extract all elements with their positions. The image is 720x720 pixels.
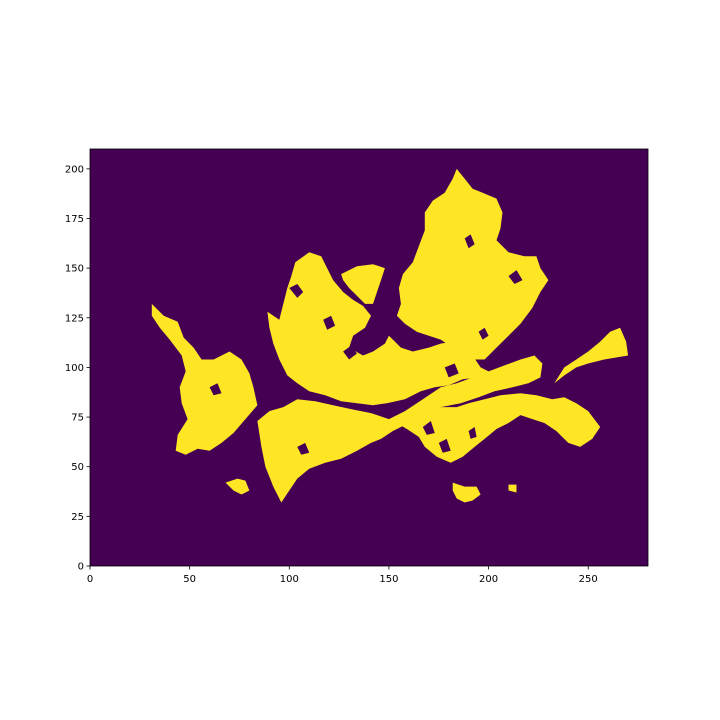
mask-region	[508, 484, 517, 493]
mask-region	[225, 478, 250, 495]
mask-hole	[297, 442, 310, 455]
mask-region	[257, 355, 543, 503]
mask-hole	[343, 345, 357, 360]
x-tick-label: 250	[579, 574, 598, 585]
plot-frame	[89, 148, 649, 567]
mask-hole	[438, 438, 451, 453]
y-tick-label: 125	[65, 313, 84, 324]
hole-layer	[209, 234, 523, 455]
mask-region	[452, 482, 481, 503]
mask-region	[341, 264, 385, 304]
y-tick-label: 100	[65, 363, 84, 374]
x-tick-label: 200	[479, 574, 498, 585]
mask-hole	[444, 363, 459, 378]
mask-region	[554, 327, 629, 384]
y-tick-label: 150	[65, 264, 84, 275]
mask-region	[267, 252, 489, 406]
mask-hole	[464, 234, 475, 249]
x-tick-label: 100	[280, 574, 299, 585]
mask-hole	[422, 421, 435, 435]
mask-hole	[209, 383, 222, 396]
x-tick-label: 0	[87, 574, 93, 585]
y-tick-label: 0	[78, 562, 84, 573]
mask-hole	[478, 327, 489, 340]
mask-hole	[468, 427, 477, 439]
x-axis: 0 50 100 150 200 250	[87, 566, 598, 585]
mask-region	[151, 303, 258, 455]
mask-hole	[289, 284, 304, 298]
y-axis: 0 25 50 75 100 125 150 175 200	[65, 164, 90, 573]
y-tick-label: 175	[65, 214, 84, 225]
y-tick-label: 25	[71, 512, 84, 523]
mask-region	[396, 168, 549, 360]
y-tick-label: 75	[71, 413, 84, 424]
y-tick-label: 50	[71, 462, 84, 473]
x-tick-label: 150	[379, 574, 398, 585]
mask-hole	[323, 315, 336, 330]
y-tick-label: 200	[65, 164, 84, 175]
mask-hole	[508, 270, 523, 284]
x-tick-label: 50	[183, 574, 196, 585]
